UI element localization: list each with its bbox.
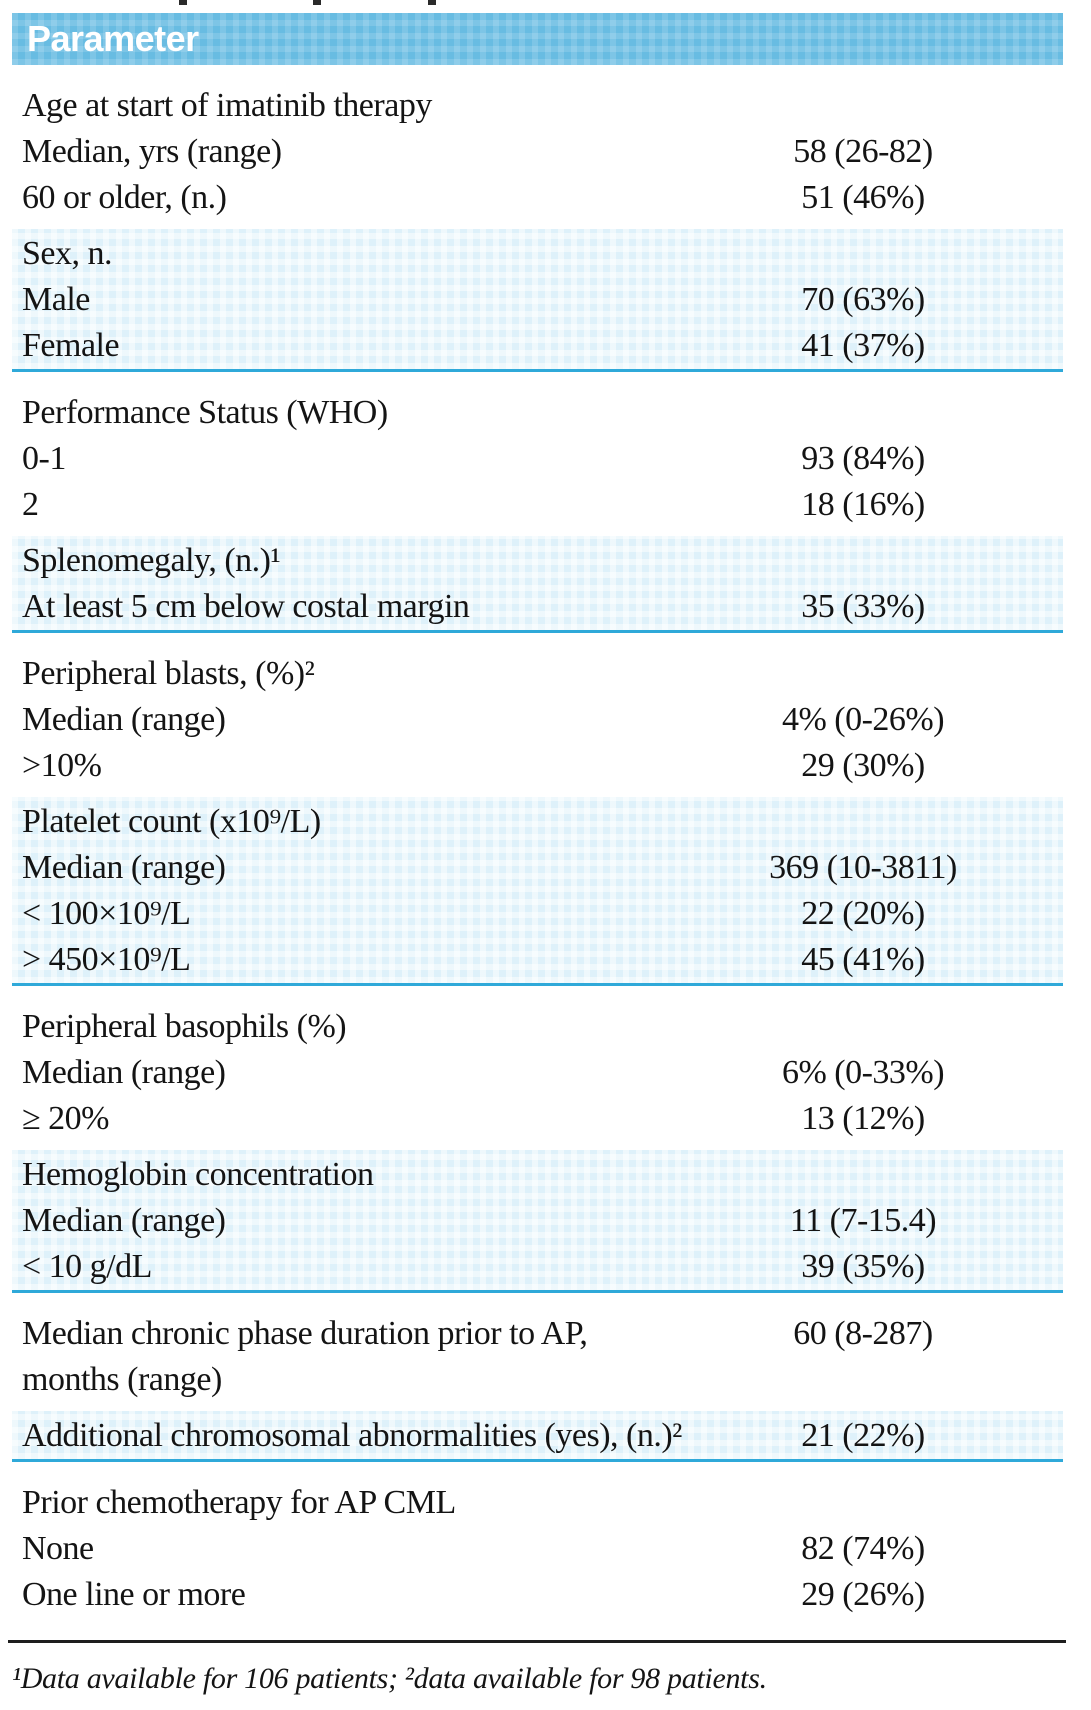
table-section: Hemoglobin concentration Median (range) 11…	[12, 1150, 1063, 1293]
row-label: Hemoglobin concentration	[22, 1156, 374, 1193]
row-value: 11 (7-15.4)	[789, 1202, 937, 1239]
row-value: 4% (0-26%)	[781, 701, 945, 738]
table-row: Hemoglobin concentration	[12, 1152, 1063, 1198]
table-row: Median, yrs (range) 58 (26-82)	[12, 129, 1063, 175]
table-row: Splenomegaly, (n.)¹	[12, 538, 1063, 584]
table-section: Peripheral basophils (%) Median (range) 6%…	[12, 986, 1063, 1150]
table-row: Additional chromosomal abnormalities (ye…	[12, 1413, 1063, 1459]
row-label: Female	[22, 327, 120, 364]
row-value: 29 (30%)	[801, 747, 925, 784]
row-label: Additional chromosomal abnormalities (ye…	[22, 1417, 682, 1454]
table-row: Median (range) 6% (0-33%)	[12, 1050, 1063, 1096]
table-row: 0-1 93 (84%)	[12, 436, 1063, 482]
table-row: >10% 29 (30%)	[12, 743, 1063, 789]
table-row: 2 18 (16%)	[12, 482, 1063, 528]
row-value: 18 (16%)	[801, 486, 925, 523]
table-section: Prior chemotherapy for AP CML None 82 (74%…	[12, 1462, 1063, 1626]
table-header: Parameter	[12, 13, 1063, 65]
row-value: 6% (0-33%)	[781, 1054, 945, 1091]
row-value: 58 (26-82)	[793, 133, 933, 170]
row-label: Prior chemotherapy for AP CML	[22, 1484, 456, 1521]
row-label: Median (range)	[22, 849, 226, 886]
table-row: Female 41 (37%)	[12, 323, 1063, 369]
row-label: Sex, n.	[22, 235, 113, 272]
table-row: Age at start of imatinib therapy	[12, 83, 1063, 129]
row-value: 369 (10-3811)	[769, 849, 957, 886]
row-label: Median (range)	[22, 701, 226, 738]
table-row: Peripheral basophils (%)	[12, 1004, 1063, 1050]
row-label: >10%	[22, 747, 102, 784]
table-section: Splenomegaly, (n.)¹ At least 5 cm below c…	[12, 536, 1063, 633]
row-label: Splenomegaly, (n.)¹	[22, 542, 281, 579]
row-value: 60 (8-287)	[793, 1315, 933, 1352]
row-label: At least 5 cm below costal margin	[22, 588, 470, 625]
row-label: Peripheral blasts, (%)²	[22, 655, 315, 692]
table-bottom-rule	[8, 1640, 1066, 1643]
row-label: 60 or older, (n.)	[22, 179, 227, 216]
table-section: Age at start of imatinib therapy Median, …	[12, 65, 1063, 229]
table-row: Median (range) 11 (7-15.4)	[12, 1198, 1063, 1244]
row-label: ≥ 20%	[22, 1100, 109, 1137]
row-label: Platelet count (x10⁹/L)	[22, 803, 321, 840]
row-value: 29 (26%)	[801, 1576, 925, 1613]
table-row: Median (range) 369 (10-3811)	[12, 845, 1063, 891]
row-value: 93 (84%)	[801, 440, 925, 477]
row-value: 41 (37%)	[801, 327, 925, 364]
table-row: Median (range) 4% (0-26%)	[12, 697, 1063, 743]
row-label: Peripheral basophils (%)	[22, 1008, 347, 1045]
table-row: None 82 (74%)	[12, 1526, 1063, 1572]
row-label: 2	[22, 486, 39, 523]
table-section: Platelet count (x10⁹/L) Median (range) 369…	[12, 797, 1063, 986]
row-label: Performance Status (WHO)	[22, 394, 388, 431]
row-value: 22 (20%)	[801, 895, 925, 932]
row-value: 45 (41%)	[801, 941, 925, 978]
patient-characteristics-table: Parameter Age at start of imatinib thera…	[0, 13, 1091, 1699]
table-row: Sex, n.	[12, 231, 1063, 277]
clipped-text-fragment	[313, 0, 321, 5]
row-label: Median chronic phase duration prior to A…	[22, 1315, 588, 1398]
table-row: Median chronic phase duration prior to A…	[12, 1311, 1063, 1403]
table-section: Performance Status (WHO) 0-1 93 (84%) 2 18 (…	[12, 372, 1063, 536]
table-footnote: ¹Data available for 106 patients; ²data …	[12, 1662, 767, 1695]
row-label: None	[22, 1530, 94, 1567]
clipped-text-fragment	[428, 0, 436, 5]
table-body: Age at start of imatinib therapy Median, …	[0, 65, 1091, 1626]
table-section: Median chronic phase duration prior to A…	[12, 1293, 1063, 1411]
row-label: One line or more	[22, 1576, 246, 1613]
table-row: > 450×10⁹/L 45 (41%)	[12, 937, 1063, 983]
table-row: Prior chemotherapy for AP CML	[12, 1480, 1063, 1526]
table-section: Peripheral blasts, (%)² Median (range) 4% …	[12, 633, 1063, 797]
row-label: < 100×10⁹/L	[22, 895, 191, 932]
table-row: Performance Status (WHO)	[12, 390, 1063, 436]
table-row: One line or more 29 (26%)	[12, 1572, 1063, 1618]
row-value: 13 (12%)	[801, 1100, 925, 1137]
table-section: Sex, n. Male 70 (63%) Female 41 (37%)	[12, 229, 1063, 372]
table-row: Male 70 (63%)	[12, 277, 1063, 323]
row-value: 51 (46%)	[801, 179, 925, 216]
row-value: 21 (22%)	[801, 1417, 925, 1454]
row-value: 35 (33%)	[801, 588, 925, 625]
row-label: 0-1	[22, 440, 66, 477]
row-value: 39 (35%)	[801, 1248, 925, 1285]
row-label: Age at start of imatinib therapy	[22, 87, 432, 124]
row-label: Median (range)	[22, 1202, 226, 1239]
clipped-text-fragment	[179, 0, 187, 5]
row-value: 70 (63%)	[801, 281, 925, 318]
table-row: 60 or older, (n.) 51 (46%)	[12, 175, 1063, 221]
table-row: Platelet count (x10⁹/L)	[12, 799, 1063, 845]
table-row: < 10 g/dL 39 (35%)	[12, 1244, 1063, 1290]
row-label: Median, yrs (range)	[22, 133, 282, 170]
column-header-parameter: Parameter	[27, 18, 199, 59]
table-section: Additional chromosomal abnormalities (ye…	[12, 1411, 1063, 1462]
row-label: < 10 g/dL	[22, 1248, 152, 1285]
row-value: 82 (74%)	[801, 1530, 925, 1567]
table-row: Peripheral blasts, (%)²	[12, 651, 1063, 697]
table-row: At least 5 cm below costal margin 35 (33%…	[12, 584, 1063, 630]
row-label: > 450×10⁹/L	[22, 941, 191, 978]
table-row: ≥ 20% 13 (12%)	[12, 1096, 1063, 1142]
row-label: Male	[22, 281, 90, 318]
table-row: < 100×10⁹/L 22 (20%)	[12, 891, 1063, 937]
row-label: Median (range)	[22, 1054, 226, 1091]
